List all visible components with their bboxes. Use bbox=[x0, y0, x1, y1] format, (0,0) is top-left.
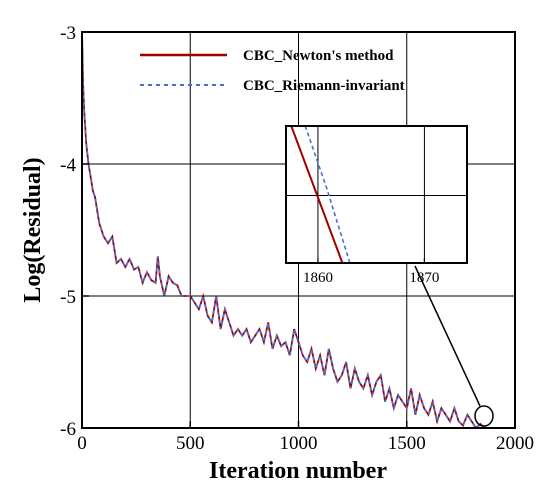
x-tick-label: 1000 bbox=[280, 433, 318, 454]
inset-border bbox=[285, 125, 468, 264]
x-tick-label: 1500 bbox=[388, 433, 426, 454]
inset-series-line-newton bbox=[290, 125, 344, 264]
inset-tick-label: 1870 bbox=[409, 270, 439, 286]
series-lines bbox=[81, 31, 489, 430]
y-tick-label: -4 bbox=[60, 155, 76, 176]
inset-tick-label: 1860 bbox=[303, 270, 333, 286]
zoom-connector-line bbox=[414, 265, 481, 407]
tick-labels: 0 500 1000 1500 2000 -3 -4 -5 -6 bbox=[60, 23, 534, 454]
y-tick-label: -6 bbox=[60, 419, 76, 440]
legend: CBC_Newton's method CBC_Riemann-invarian… bbox=[140, 48, 405, 94]
x-tick-label: 2000 bbox=[496, 433, 534, 454]
inset-chart: 1860 1870 bbox=[285, 125, 468, 286]
series-line-riemann bbox=[81, 31, 489, 430]
x-tick-label: 0 bbox=[77, 433, 87, 454]
plot-border bbox=[81, 31, 516, 429]
legend-label-newton: CBC_Newton's method bbox=[243, 48, 394, 64]
y-tick-label: -3 bbox=[60, 23, 76, 44]
x-axis-title: Iteration number bbox=[209, 458, 387, 484]
zoom-region-marker bbox=[474, 405, 494, 427]
y-tick-label: -5 bbox=[60, 287, 76, 308]
legend-label-riemann: CBC_Riemann-invariant bbox=[243, 78, 405, 94]
axes-frame bbox=[81, 31, 516, 429]
inset-series-line-riemann bbox=[304, 125, 351, 264]
x-tick-label: 500 bbox=[176, 433, 205, 454]
y-axis-title: Log(Residual) bbox=[20, 157, 46, 302]
